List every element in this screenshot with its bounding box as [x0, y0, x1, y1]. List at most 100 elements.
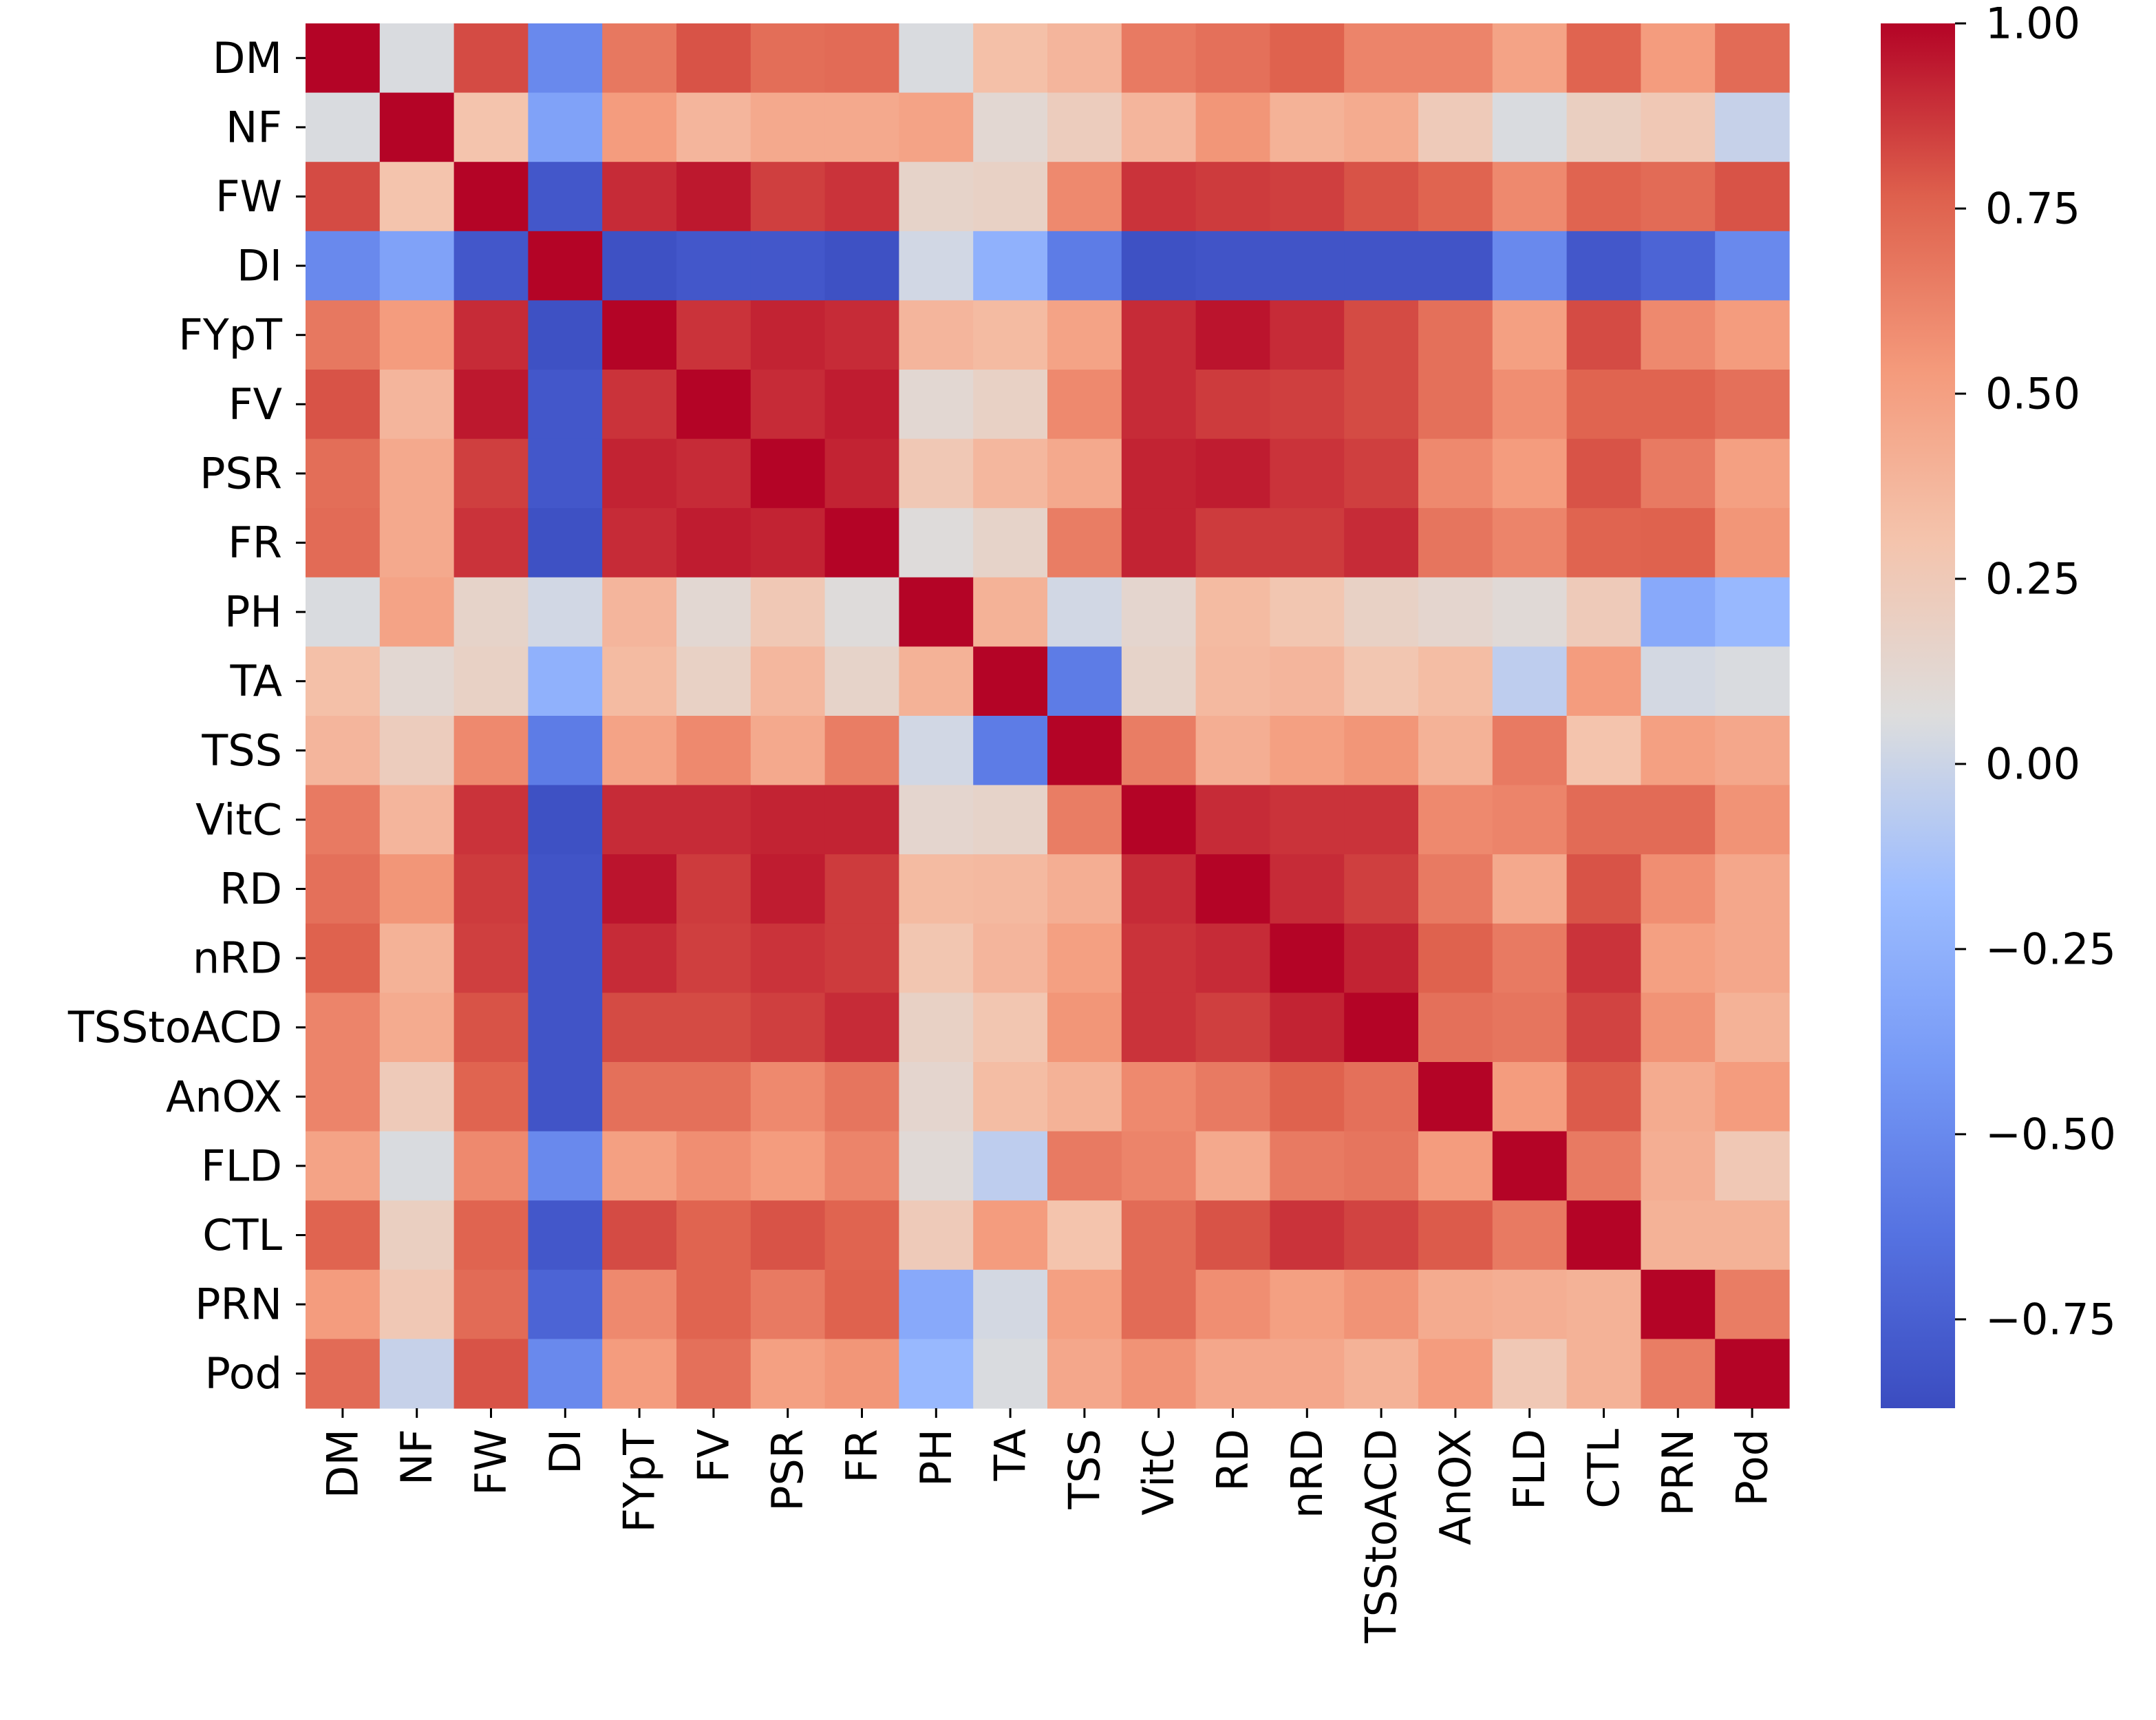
heatmap-cell-AnOX-Pod: [1715, 1062, 1790, 1132]
heatmap-cell-AnOX-NF: [379, 1062, 455, 1132]
heatmap-cell-TSS-FR: [824, 716, 899, 786]
heatmap-cell-DM-PH: [899, 23, 974, 94]
heatmap-cells: [306, 23, 1790, 1409]
heatmap-cell-PSR-VitC: [1121, 438, 1197, 509]
heatmap-cell-PRN-FV: [676, 1269, 751, 1339]
heatmap-cell-FLD-Pod: [1715, 1131, 1790, 1201]
heatmap-cell-DM-PSR: [750, 23, 826, 94]
heatmap-cell-RD-NF: [379, 854, 455, 924]
heatmap-cell-AnOX-DM: [306, 1062, 381, 1132]
heatmap-cell-DI-FR: [824, 231, 899, 301]
heatmap-cell-AnOX-PRN: [1641, 1062, 1716, 1132]
heatmap-cell-AnOX-RD: [1195, 1062, 1270, 1132]
heatmap-cell-Pod-TA: [973, 1339, 1048, 1409]
heatmap-cell-AnOX-FLD: [1492, 1062, 1568, 1132]
x-tick-label-FYpT: FYpT: [615, 1428, 665, 1533]
heatmap-cell-PSR-TA: [973, 438, 1048, 509]
heatmap-cell-NF-Pod: [1715, 92, 1790, 162]
heatmap-cell-NF-RD: [1195, 92, 1270, 162]
heatmap-cell-PRN-PSR: [750, 1269, 826, 1339]
heatmap-cell-FR-FV: [676, 508, 751, 578]
heatmap-cell-DI-RD: [1195, 231, 1270, 301]
heatmap-cell-FW-FW: [453, 162, 529, 232]
heatmap-cell-FLD-TA: [973, 1131, 1048, 1201]
heatmap-cell-FYpT-FLD: [1492, 300, 1568, 370]
heatmap-cell-PRN-FYpT: [602, 1269, 677, 1339]
heatmap-cell-TSS-PRN: [1641, 716, 1716, 786]
heatmap-cell-RD-FV: [676, 854, 751, 924]
heatmap-cell-PRN-CTL: [1566, 1269, 1641, 1339]
heatmap-cell-VitC-AnOX: [1418, 785, 1493, 855]
heatmap-cell-FV-DM: [306, 370, 381, 440]
heatmap-cell-VitC-PRN: [1641, 785, 1716, 855]
heatmap-cell-FR-AnOX: [1418, 508, 1493, 578]
heatmap-cell-FYpT-PRN: [1641, 300, 1716, 370]
heatmap-cell-NF-AnOX: [1418, 92, 1493, 162]
heatmap-cell-nRD-TSS: [1047, 923, 1122, 993]
heatmap-cell-PRN-DM: [306, 1269, 381, 1339]
heatmap-cell-CTL-FLD: [1492, 1200, 1568, 1271]
y-tick-label-FR: FR: [228, 518, 282, 568]
heatmap-cell-PRN-Pod: [1715, 1269, 1790, 1339]
heatmap-cell-FR-FLD: [1492, 508, 1568, 578]
heatmap-cell-AnOX-AnOX: [1418, 1062, 1493, 1132]
heatmap-cell-FV-FR: [824, 370, 899, 440]
x-tick-label-CTL: CTL: [1579, 1429, 1629, 1509]
heatmap-cell-FW-FLD: [1492, 162, 1568, 232]
heatmap-cell-FV-Pod: [1715, 370, 1790, 440]
heatmap-cell-TSStoACD-AnOX: [1418, 992, 1493, 1063]
x-tick-labels: DM NF FW DI FYpT FV PSR FR PH TA TSS VitC RD nRD TSSto…: [317, 1408, 1778, 1644]
heatmap-cell-PRN-nRD: [1270, 1269, 1345, 1339]
heatmap-cell-FYpT-RD: [1195, 300, 1270, 370]
heatmap-cell-PRN-TA: [973, 1269, 1048, 1339]
heatmap-cell-Pod-DM: [306, 1339, 381, 1409]
heatmap-cell-PRN-FW: [453, 1269, 529, 1339]
heatmap-cell-PSR-FV: [676, 438, 751, 509]
y-tick-label-TSStoACD: TSStoACD: [67, 1002, 282, 1052]
heatmap-cell-NF-PRN: [1641, 92, 1716, 162]
heatmap-cell-AnOX-VitC: [1121, 1062, 1197, 1132]
heatmap-cell-FW-PRN: [1641, 162, 1716, 232]
heatmap-cell-PH-AnOX: [1418, 577, 1493, 647]
heatmap-cell-CTL-FV: [676, 1200, 751, 1271]
heatmap-cell-NF-DI: [528, 92, 603, 162]
heatmap-cell-TSS-NF: [379, 716, 455, 786]
heatmap-cell-RD-PH: [899, 854, 974, 924]
heatmap-cell-FYpT-FYpT: [602, 300, 677, 370]
heatmap-cell-AnOX-DI: [528, 1062, 603, 1132]
heatmap-cell-TSStoACD-FR: [824, 992, 899, 1063]
heatmap-cell-TSStoACD-DI: [528, 992, 603, 1063]
heatmap-cell-PSR-FYpT: [602, 438, 677, 509]
y-tick-label-AnOX: AnOX: [166, 1072, 282, 1122]
x-tick-label-TSStoACD: TSStoACD: [1356, 1429, 1407, 1644]
heatmap-cell-VitC-Pod: [1715, 785, 1790, 855]
heatmap-cell-PSR-PRN: [1641, 438, 1716, 509]
heatmap-cell-NF-VitC: [1121, 92, 1197, 162]
heatmap-cell-nRD-FW: [453, 923, 529, 993]
heatmap-cell-CTL-RD: [1195, 1200, 1270, 1271]
heatmap-cell-TA-FR: [824, 646, 899, 716]
heatmap-cell-NF-NF: [379, 92, 455, 162]
y-tick-label-FV: FV: [228, 379, 282, 429]
heatmap-cell-FLD-PSR: [750, 1131, 826, 1201]
heatmap-cell-FYpT-DM: [306, 300, 381, 370]
heatmap-cell-FYpT-Pod: [1715, 300, 1790, 370]
heatmap-cell-FV-TA: [973, 370, 1048, 440]
heatmap-cell-TA-NF: [379, 646, 455, 716]
heatmap-cell-CTL-Pod: [1715, 1200, 1790, 1271]
heatmap-cell-TSS-FV: [676, 716, 751, 786]
heatmap-cell-Pod-PRN: [1641, 1339, 1716, 1409]
heatmap-cell-PH-RD: [1195, 577, 1270, 647]
heatmap-cell-TSS-FLD: [1492, 716, 1568, 786]
heatmap-cell-PSR-RD: [1195, 438, 1270, 509]
heatmap-cell-PSR-FLD: [1492, 438, 1568, 509]
colorbar: 1.00 0.75 0.50 0.25 0.00 −0.25 −0.50 −0.75: [1881, 0, 2116, 1408]
heatmap-cell-DI-VitC: [1121, 231, 1197, 301]
heatmap-cell-FR-PSR: [750, 508, 826, 578]
heatmap-cell-TSStoACD-RD: [1195, 992, 1270, 1063]
heatmap-cell-PRN-PRN: [1641, 1269, 1716, 1339]
heatmap-cell-nRD-TSStoACD: [1344, 923, 1419, 993]
heatmap-cell-TSS-CTL: [1566, 716, 1641, 786]
heatmap-cell-DM-FYpT: [602, 23, 677, 94]
heatmap-cell-VitC-FW: [453, 785, 529, 855]
